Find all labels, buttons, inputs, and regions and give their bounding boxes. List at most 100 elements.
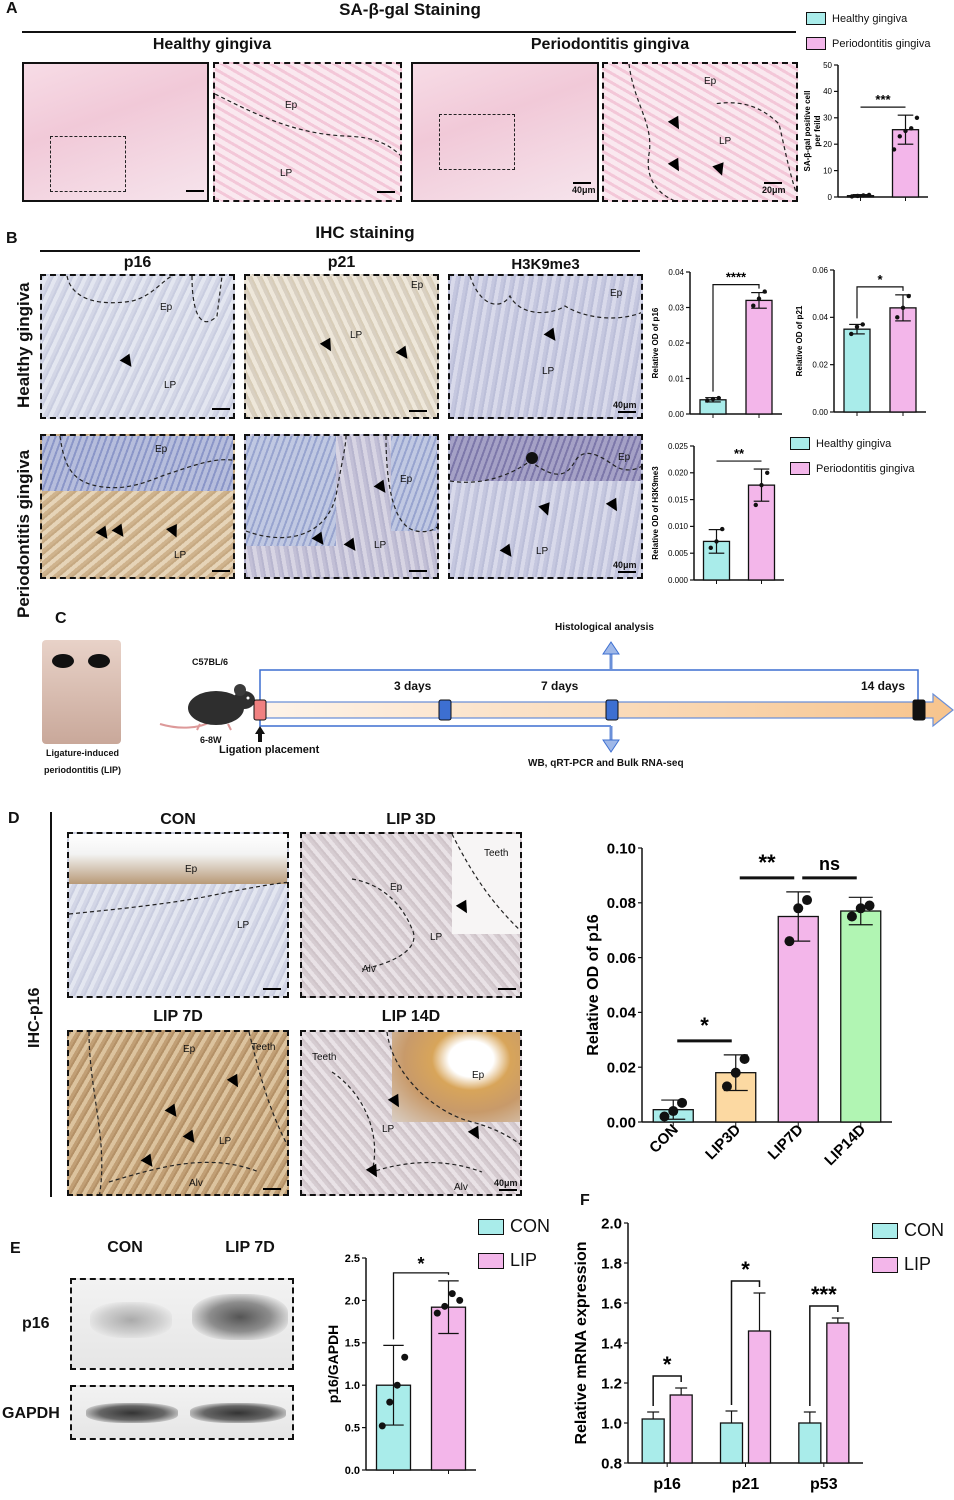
data-point xyxy=(716,395,721,401)
data-point xyxy=(762,289,767,294)
zoom-box xyxy=(50,136,126,192)
sig-bracket xyxy=(652,1375,682,1406)
ep-label: Ep xyxy=(285,100,298,111)
y-tick-label: 50 xyxy=(823,61,832,70)
chart-d-p16: 0.00 0.02 0.04 0.06 0.08 0.10 Relative OD of p… xyxy=(585,840,892,1169)
ihc-healthy-p16: Ep LP xyxy=(40,274,235,419)
y-tick-label: 1.4 xyxy=(601,1335,623,1352)
y-axis-label: Relative OD of p16 xyxy=(585,914,602,1055)
ep-label: Ep xyxy=(185,864,198,875)
y-tick-label: 1.0 xyxy=(345,1380,360,1392)
legend-label: Healthy gingiva xyxy=(816,437,892,450)
lp-label: LP xyxy=(719,136,732,147)
data-point xyxy=(895,315,900,320)
data-point xyxy=(897,134,902,139)
sig-label: * xyxy=(663,1352,672,1377)
x-tick-label: p16 xyxy=(653,1476,681,1493)
panel-d-rule xyxy=(50,812,52,1197)
data-point xyxy=(433,1309,441,1317)
sig-bracket xyxy=(730,1280,761,1405)
data-point xyxy=(710,396,716,402)
photo-caption-2: periodontitis (LIP) xyxy=(44,765,121,775)
sig-label: ns xyxy=(819,854,840,874)
epithelium xyxy=(450,436,641,481)
zoom-box xyxy=(439,114,515,170)
band-lip xyxy=(192,1294,288,1340)
scale-bar xyxy=(499,1189,517,1191)
bar xyxy=(747,1330,772,1464)
ep-label: Ep xyxy=(390,882,403,893)
timeline-node-14d xyxy=(912,699,926,721)
data-point xyxy=(721,1081,732,1092)
x-tick-label: p21 xyxy=(732,1476,760,1493)
x-tick-label: LIP7D xyxy=(765,1121,807,1163)
scale-bar xyxy=(573,182,591,184)
mouse-strain: C57BL/6 xyxy=(192,657,229,667)
sig-label: * xyxy=(741,1257,750,1282)
ep-label: Ep xyxy=(400,474,413,485)
scale-label: 20μm xyxy=(762,185,786,195)
tissue-surface xyxy=(69,834,287,884)
lp-label: LP xyxy=(350,330,363,341)
scale-bar xyxy=(498,988,516,990)
boundary-line xyxy=(66,276,223,323)
y-tick-label: 0.010 xyxy=(668,522,689,531)
y-tick-label: 2.0 xyxy=(601,1215,622,1232)
data-point xyxy=(441,1302,449,1310)
legend-label: Periodontitis gingiva xyxy=(832,37,931,50)
bar xyxy=(430,1306,467,1471)
photo-dark-region xyxy=(88,654,110,668)
arrowhead xyxy=(319,337,337,355)
data-point xyxy=(759,482,764,488)
day7-label: 7 days xyxy=(541,679,579,693)
data-point xyxy=(855,193,860,199)
scale-bar xyxy=(212,408,230,410)
lp-label: LP xyxy=(430,932,443,943)
panel-b-title: IHC staining xyxy=(315,223,415,242)
scale-label: 40μm xyxy=(494,1178,518,1188)
scale-bar xyxy=(409,570,427,572)
chart-b-p21: 0.00 0.02 0.04 0.06 Relative OD of p21 * xyxy=(795,266,926,417)
timeline xyxy=(253,641,954,753)
scale-bar xyxy=(409,410,427,412)
boundary-line xyxy=(469,276,641,319)
day3-label: 3 days xyxy=(394,679,432,693)
scale-bar xyxy=(263,988,281,990)
up-arrow xyxy=(602,641,620,655)
sig-bracket xyxy=(392,1272,450,1340)
chart-a-sabgal: 0 10 20 30 40 50 SA-β-gal positive cell per fei… xyxy=(803,61,928,202)
ep-label: Ep xyxy=(183,1044,196,1055)
bar xyxy=(745,299,773,415)
ep-label: Ep xyxy=(160,302,173,313)
alv-label: Alv xyxy=(189,1178,203,1189)
data-point xyxy=(751,303,756,308)
bar xyxy=(826,1322,850,1464)
panel-a-perio-title: Periodontitis gingiva xyxy=(530,36,690,53)
y-tick-label: 0.02 xyxy=(812,360,828,369)
sig-label: ** xyxy=(734,446,745,461)
y-axis-label: Relative OD of p16 xyxy=(651,307,660,378)
legend-healthy: Healthy gingiva xyxy=(790,437,891,450)
ihc-perio-p16: Ep LP xyxy=(40,434,235,579)
timeline-start-node xyxy=(253,699,267,721)
y-tick-label: 0.02 xyxy=(607,1059,636,1076)
legend-label: Periodontitis gingiva xyxy=(816,462,915,475)
data-point xyxy=(401,1353,409,1361)
y-tick-label: 0.03 xyxy=(668,303,684,312)
lp-label: LP xyxy=(280,168,293,179)
y-tick-label: 0.8 xyxy=(601,1455,622,1472)
teeth-label: Teeth xyxy=(251,1042,276,1053)
data-point xyxy=(855,903,866,914)
lp-label: LP xyxy=(536,546,549,557)
chart-f-mrna: 0.8 1.0 1.2 1.4 1.6 1.8 2.0 Relative mRNA expre… xyxy=(573,1215,863,1493)
blot-col-lip7d: LIP 7D xyxy=(225,1239,275,1256)
row-label-healthy: Healthy gingiva xyxy=(14,282,33,408)
legend-label: CON xyxy=(904,1220,944,1240)
data-point xyxy=(659,1111,670,1122)
data-point xyxy=(849,331,854,337)
hist-label: Histological analysis xyxy=(555,622,654,633)
y-tick-label: 0.06 xyxy=(812,266,828,275)
sig-label: * xyxy=(877,272,883,287)
blot-col-con: CON xyxy=(107,1239,143,1256)
panel-label-c: C xyxy=(55,610,67,627)
